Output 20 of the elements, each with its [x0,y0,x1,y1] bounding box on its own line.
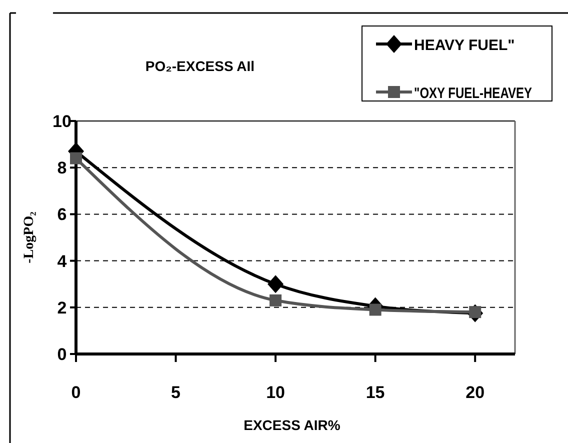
point [268,275,284,294]
x-tick-label: 15 [366,383,385,402]
y-tick-label: 2 [57,298,67,318]
x-tick-label: 0 [71,383,81,402]
y-tick-label: 0 [57,345,67,364]
x-tick-label: 20 [466,383,485,402]
y-tick-label: 4 [57,252,68,271]
point [369,304,382,316]
chart-title: PO₂-EXCESS AIl [145,58,255,74]
y-tick-label: 6 [57,205,67,224]
y-axis-title: -LogPO₂ [22,212,37,264]
legend-label: HEAVY FUEL" [414,37,515,54]
point [70,152,82,164]
x-tick-label: 10 [266,383,286,402]
y-tick-label: 8 [57,158,67,178]
x-tick-label: 5 [171,383,181,402]
legend-label: "OXY FUEL-HEAVEY [414,85,562,102]
point [270,294,282,306]
y-tick-label: 10 [52,112,72,131]
x-axis-title: EXCESS AIR% [244,417,341,433]
